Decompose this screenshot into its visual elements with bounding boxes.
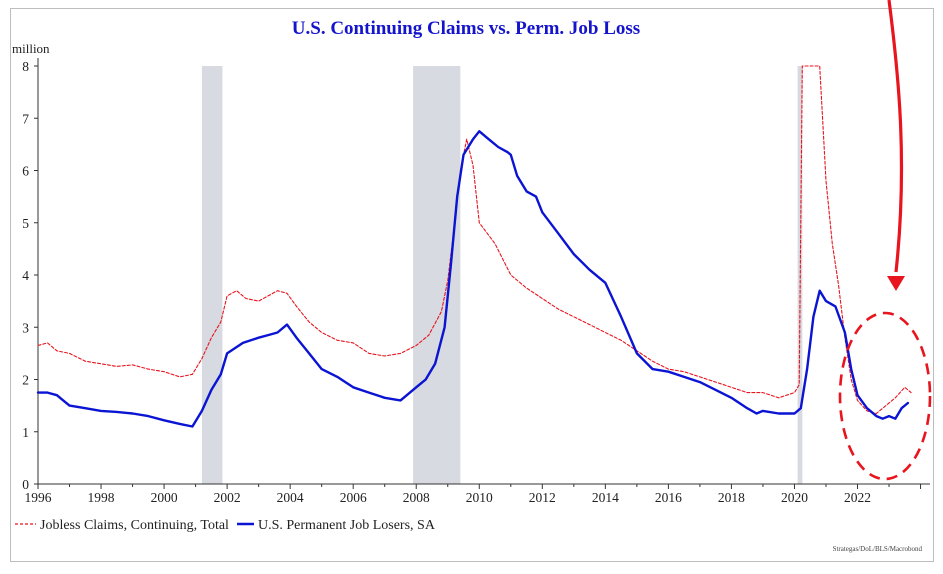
x-tick-label-1998: 1998 (88, 490, 115, 505)
x-tick-label-2018: 2018 (718, 490, 745, 505)
x-tick-label-2000: 2000 (151, 490, 178, 505)
y-tick-label-4: 4 (22, 268, 29, 283)
x-tick-label-2014: 2014 (592, 490, 619, 505)
y-tick-label-2: 2 (22, 373, 29, 388)
legend-label-perm-job-losers: U.S. Permanent Job Losers, SA (258, 518, 436, 533)
y-tick-label-6: 6 (22, 164, 29, 179)
x-tick-label-2012: 2012 (529, 490, 556, 505)
x-tick-label-2008: 2008 (403, 490, 430, 505)
annotation-dashed-circle (838, 311, 932, 481)
chart-title: U.S. Continuing Claims vs. Perm. Job Los… (292, 18, 640, 39)
recession-bands (201, 66, 803, 484)
axes: 0 1 2 3 4 5 6 7 8 1996 1998 2000 2002 2004 2006 2008 201… (22, 58, 930, 505)
unit-label: million (12, 41, 50, 56)
y-tick-label-1: 1 (22, 425, 29, 440)
legend: Jobless Claims, Continuing, Total U.S. P… (15, 518, 436, 533)
annotation-arrow-head (887, 276, 905, 291)
x-tick-label-2010: 2010 (466, 490, 493, 505)
x-tick-label-2020: 2020 (781, 490, 808, 505)
x-tick-label-2004: 2004 (277, 490, 304, 505)
legend-label-jobless-claims: Jobless Claims, Continuing, Total (40, 518, 229, 533)
series-line-perm-job-losers (36, 130, 910, 428)
recession-band-1 (201, 66, 223, 484)
recession-band-2 (413, 66, 461, 484)
y-tick-label-3: 3 (22, 320, 29, 335)
x-tick-label-2022: 2022 (844, 490, 871, 505)
x-tick-label-2002: 2002 (214, 490, 241, 505)
series-lines (36, 65, 912, 428)
y-tick-label-0: 0 (22, 477, 29, 492)
chart-frame (10, 8, 934, 562)
x-tick-label-2006: 2006 (340, 490, 367, 505)
source-note: Strategas/DoL/BLS/Macrobond (833, 545, 923, 553)
annotation-arrow-shaft (887, 0, 904, 273)
y-tick-label-5: 5 (22, 216, 29, 231)
series-line-jobless-claims (37, 65, 912, 415)
y-tick-label-7: 7 (22, 111, 29, 126)
annotations (838, 0, 932, 481)
x-tick-label-2016: 2016 (655, 490, 682, 505)
y-tick-label-8: 8 (22, 59, 29, 74)
x-tick-label-1996: 1996 (25, 490, 52, 505)
